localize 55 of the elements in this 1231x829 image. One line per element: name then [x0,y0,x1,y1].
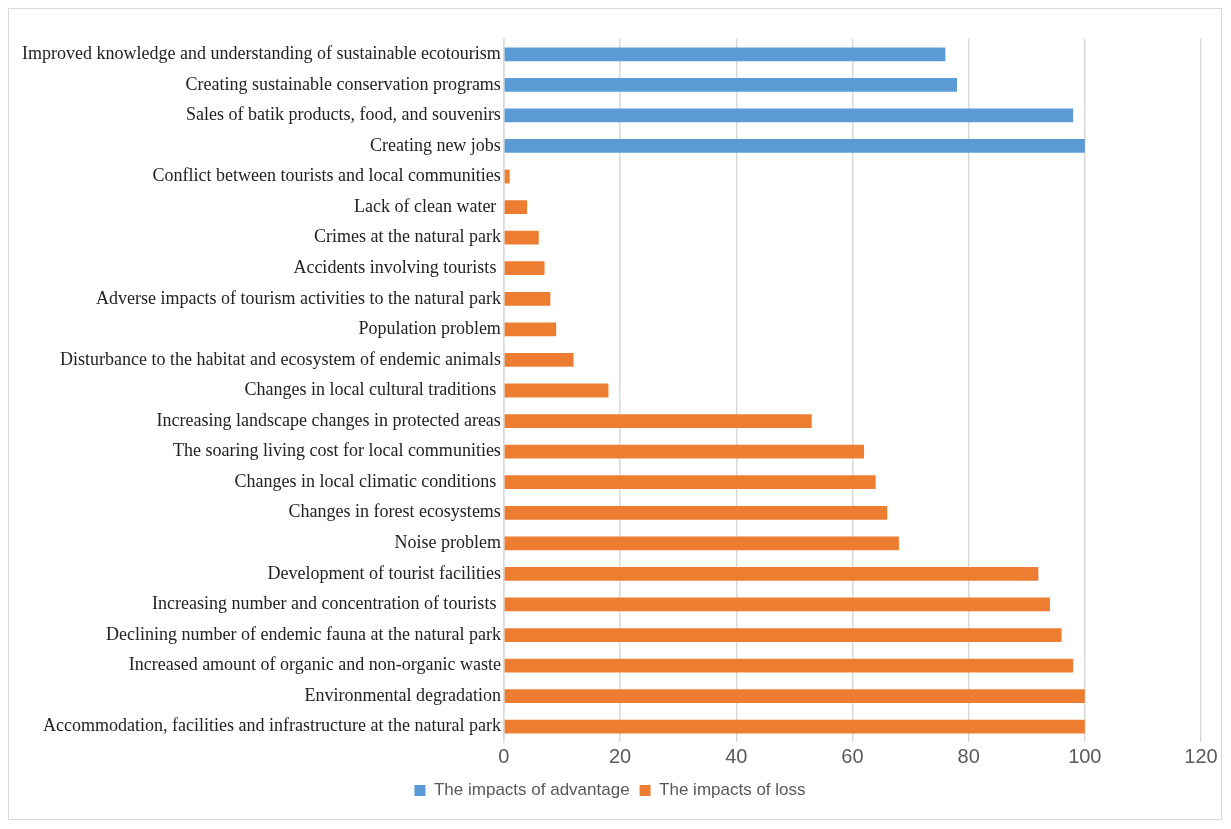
y-tick-label: Sales of batik products, food, and souvenirs [185,104,501,125]
bar [504,719,1085,734]
y-tick-label: Crimes at the natural park [313,226,501,247]
y-tick-label: Conflict between tourists and local communities [152,165,501,186]
y-tick-label: The soaring living cost for local communities [172,440,501,461]
bar [504,261,545,276]
y-tick-label: Changes in forest ecosystems [288,501,501,522]
y-tick-label: Creating new jobs [369,134,501,155]
bar [504,597,1050,612]
bar [504,139,1085,153]
bar [504,353,574,367]
y-tick-label: Improved knowledge and understanding of sustainable ecotourism [21,43,501,64]
bar [504,628,1062,642]
bar [504,536,899,551]
x-tick-label: 40 [725,744,748,767]
y-tick-label: Lack of clean water [353,195,501,216]
y-tick-label: Creating sustainable conservation programs [185,73,501,94]
bar [504,505,888,520]
bar [504,567,1039,581]
y-tick-label: Accommodation, facilities and infrastructure at the natural park [43,715,501,736]
bar [504,230,539,245]
bar [504,291,551,306]
y-tick-label: Increased amount of organic and non-organic waste [128,654,501,675]
x-tick-label: 0 [498,744,510,767]
bar [504,658,1074,673]
y-tick-label: Accidents involving tourists [293,256,501,277]
x-tick-label: 20 [608,744,632,767]
x-tick-label: 100 [1068,744,1102,767]
x-tick-label: 120 [1184,744,1218,767]
legend-label: The impacts of advantage [433,780,630,800]
bar [504,444,865,459]
bar [504,47,946,62]
bar [504,414,812,428]
bar [504,108,1074,123]
y-tick-label: Noise problem [394,532,501,553]
bar [504,77,958,92]
y-tick-label: Disturbance to the habitat and ecosystem of endemic animals [60,348,501,369]
y-tick-label: Population problem [358,318,501,339]
bar [504,169,510,184]
bar [504,475,876,490]
legend-label: The impacts of loss [659,780,806,800]
bar [504,200,528,214]
y-tick-label: Increasing number and concentration of tourists [151,593,501,614]
y-tick-label: Adverse impacts of tourism activities to the natural park [95,287,501,308]
x-tick-label: 60 [841,744,864,767]
bar [504,383,609,398]
bar [504,322,557,337]
y-tick-label: Changes in local climatic conditions [234,470,501,491]
y-tick-label: Increasing landscape changes in protected areas [156,409,501,430]
x-tick-label: 80 [957,744,980,767]
y-tick-label: Environmental degradation [304,684,501,705]
y-tick-label: Development of tourist facilities [267,562,501,583]
bar [504,689,1085,704]
y-tick-label: Changes in local cultural traditions [244,379,501,400]
y-tick-label: Declining number of endemic fauna at the natural park [106,623,501,644]
